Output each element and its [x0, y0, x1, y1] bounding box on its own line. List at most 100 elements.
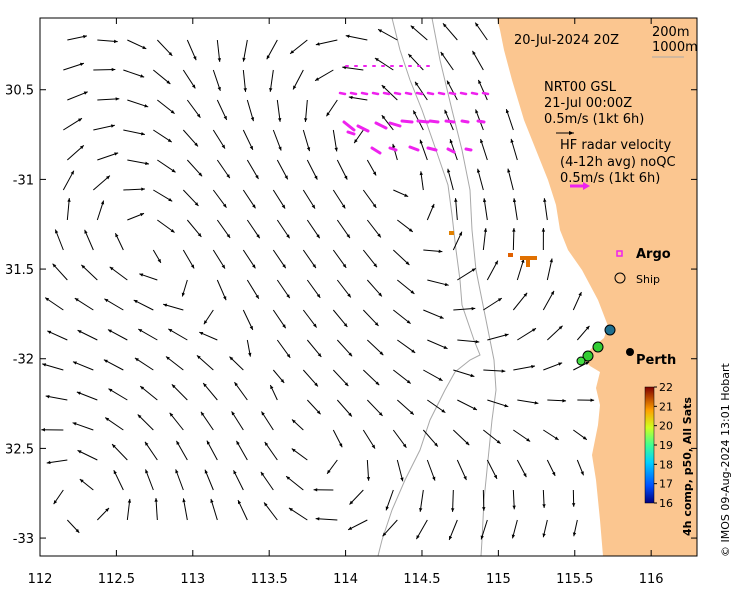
- gsl-arrow: [134, 357, 154, 371]
- sst-marker: [449, 231, 454, 235]
- gsl-arrow: [385, 489, 394, 511]
- gsl-arrow: [446, 80, 458, 101]
- x-axis: 112 112.5 113 113.5 114 114.5 115 115.5 116: [28, 18, 664, 587]
- gsl-arrow: [186, 39, 197, 61]
- gsl-arrow: [182, 498, 188, 521]
- hf-vector: [470, 91, 479, 96]
- perth-label: Perth: [636, 353, 676, 368]
- gsl-arrow: [168, 328, 188, 341]
- hf-vector: [400, 119, 414, 124]
- gsl-arrow: [154, 498, 158, 521]
- x-tick-label: 114.5: [403, 572, 440, 587]
- gsl-arrow: [153, 189, 173, 202]
- gsl-arrow: [572, 291, 582, 311]
- gsl-arrow: [517, 399, 539, 405]
- gsl-arrow: [482, 198, 488, 221]
- gsl-arrow: [242, 69, 247, 92]
- gsl-arrow: [347, 519, 368, 531]
- gsl-arrow: [306, 159, 318, 180]
- gsl-arrow: [66, 198, 71, 221]
- gsl-arrow: [276, 159, 289, 180]
- colorbar-tick-label: 21: [659, 400, 673, 413]
- gsl-arrow: [487, 399, 509, 408]
- gsl-arrow: [96, 507, 110, 521]
- hf-vector: [393, 91, 402, 96]
- hf-vector: [371, 91, 380, 96]
- gsl-arrow: [81, 264, 98, 281]
- hf-vector: [388, 121, 402, 128]
- gsl-arrow: [513, 429, 531, 442]
- hf-vector: [481, 91, 490, 96]
- gsl-arrow: [483, 429, 501, 445]
- gsl-arrow: [182, 69, 196, 89]
- gsl-arrow: [419, 171, 424, 191]
- gsl-arrow: [216, 159, 231, 179]
- gsl-arrow: [79, 478, 94, 491]
- gsl-arrow: [393, 369, 412, 384]
- x-tick-label: 113: [180, 572, 205, 587]
- gsl-arrow: [108, 388, 128, 401]
- gsl-arrow: [139, 385, 158, 401]
- gsl-arrow: [454, 198, 458, 221]
- gsl-arrow: [109, 266, 128, 281]
- hf-vector: [476, 119, 486, 124]
- gsl-arrow: [67, 91, 88, 101]
- gsl-arrow: [93, 175, 111, 191]
- x-tick-label: 112.5: [98, 572, 135, 587]
- gsl-arrow: [111, 443, 128, 461]
- gsl-arrow: [315, 517, 338, 521]
- gsl-arrow: [374, 57, 394, 71]
- hf-vector: [360, 91, 369, 96]
- gsl-arrow: [289, 39, 308, 55]
- hf-vector: [356, 124, 370, 133]
- gsl-arrow: [242, 309, 254, 331]
- perth-marker: [626, 348, 634, 356]
- gsl-arrow: [203, 309, 214, 325]
- gsl-arrow: [452, 429, 470, 446]
- gsl-arrow: [332, 189, 346, 209]
- gsl-arrow: [456, 459, 467, 481]
- gsl-arrow: [212, 189, 227, 208]
- x-tick-label: 113.5: [251, 572, 288, 587]
- gsl-arrow: [76, 391, 98, 401]
- y-axis: 30.5 -31 31.5 -32 32.5 -33: [5, 84, 697, 547]
- gsl-arrow: [163, 303, 184, 311]
- hf-vector: [426, 91, 435, 96]
- gsl-arrow: [542, 489, 546, 508]
- gsl-arrow: [332, 369, 349, 387]
- argo-symbol: [616, 250, 623, 257]
- hf-vector: [408, 145, 420, 152]
- gsl-arrow: [483, 369, 506, 373]
- gsl-arrow: [543, 362, 563, 371]
- colorbar-tick-label: 22: [659, 381, 673, 394]
- hf-vector: [426, 146, 438, 152]
- gsl-arrow: [127, 212, 145, 221]
- gsl-arrow: [381, 84, 398, 101]
- gsl-arrow: [336, 339, 353, 357]
- gsl-arrow: [288, 507, 308, 521]
- gsl-arrow: [231, 411, 244, 431]
- sst-marker: [526, 260, 530, 267]
- gsl-arrow: [517, 327, 537, 341]
- gsl-arrow: [66, 519, 80, 534]
- gsl-scale-arrow: [556, 131, 574, 135]
- sst-markers: [449, 231, 537, 267]
- gsl-arrow: [272, 129, 282, 151]
- gsl-arrow: [123, 187, 145, 191]
- gsl-arrow: [362, 369, 380, 386]
- gsl-arrow: [336, 159, 348, 180]
- gsl-arrow: [212, 249, 226, 269]
- hf-vector: [370, 146, 382, 155]
- hf-vector: [428, 119, 440, 124]
- gsl-arrow: [97, 97, 120, 101]
- gsl-arrow: [480, 519, 488, 540]
- gsl-arrow: [67, 145, 85, 161]
- gsl-velocity-arrows: [41, 22, 595, 541]
- gsl-arrow: [453, 306, 476, 311]
- gsl-arrow: [47, 330, 68, 341]
- gsl-arrow: [114, 233, 124, 251]
- gsl-arrow: [291, 448, 308, 461]
- isobath-1000m-label: 1000m: [652, 40, 698, 55]
- gsl-arrow: [84, 229, 94, 251]
